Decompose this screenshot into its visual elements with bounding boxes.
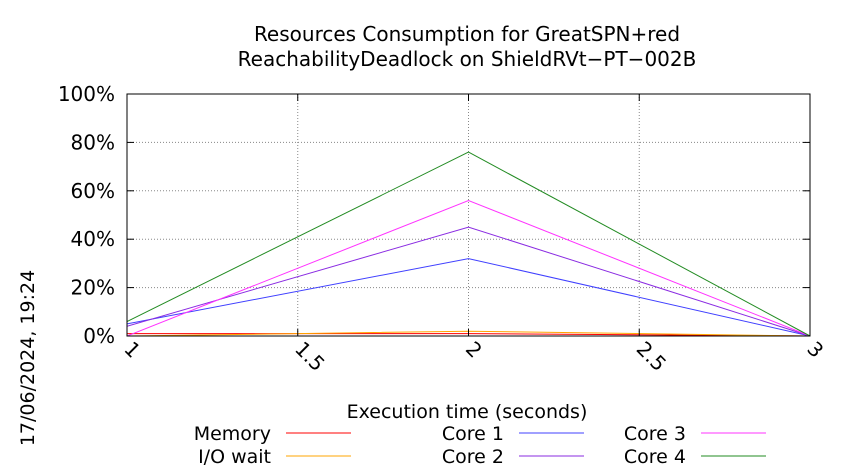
x-tick-label: 2 <box>461 337 487 363</box>
y-tick-label: 0% <box>83 324 115 348</box>
series-line-core-3 <box>126 199 811 337</box>
legend-label-core-1: Core 1 <box>442 423 504 445</box>
timestamp-label: 17/06/2024, 19:24 <box>17 270 39 446</box>
y-tick-label: 60% <box>71 179 115 203</box>
y-tick-label: 20% <box>71 276 115 300</box>
legend-label-core-2: Core 2 <box>442 446 504 468</box>
series-line-core-2 <box>126 226 811 337</box>
grid <box>127 94 810 336</box>
ticks <box>126 93 811 337</box>
chart-title: Resources Consumption for GreatSPN+red <box>254 22 680 46</box>
x-tick-label: 2.5 <box>632 337 671 376</box>
legend-label-core-4: Core 4 <box>624 446 686 468</box>
x-tick-label: 3 <box>802 337 828 363</box>
legend-label-memory: Memory <box>194 423 271 445</box>
y-tick-label: 100% <box>58 82 115 106</box>
series-line-core-1 <box>126 258 811 337</box>
x-tick-label: 1 <box>119 337 145 363</box>
legend-label-core-3: Core 3 <box>624 423 686 445</box>
x-axis-label: Execution time (seconds) <box>347 401 588 423</box>
chart-subtitle: ReachabilityDeadlock on ShieldRVt−PT−002… <box>238 47 697 71</box>
y-tick-label: 40% <box>71 227 115 251</box>
y-tick-label: 80% <box>71 130 115 154</box>
legend-label-i-o-wait: I/O wait <box>198 446 271 468</box>
series-line-core-4 <box>126 151 811 337</box>
x-tick-label: 1.5 <box>290 337 329 376</box>
